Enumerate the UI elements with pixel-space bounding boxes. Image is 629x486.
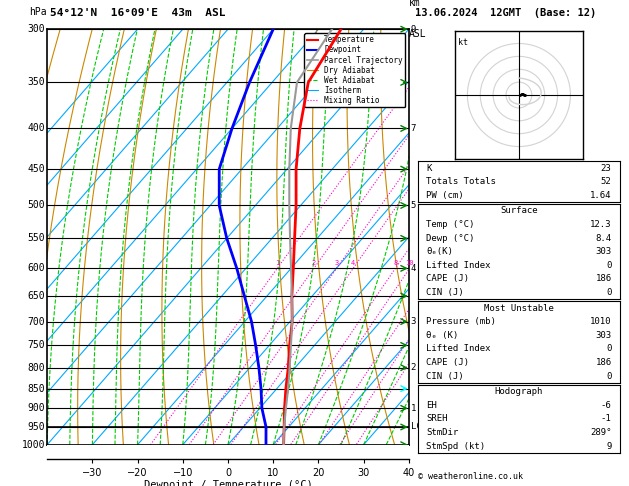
Text: 23: 23 <box>601 164 611 173</box>
Text: 13.06.2024  12GMT  (Base: 12): 13.06.2024 12GMT (Base: 12) <box>415 8 596 18</box>
Text: 4: 4 <box>351 260 355 266</box>
Text: 800: 800 <box>27 363 45 373</box>
Text: 450: 450 <box>27 164 45 174</box>
Text: Pressure (mb): Pressure (mb) <box>426 317 496 326</box>
Text: 2: 2 <box>411 363 416 372</box>
Text: 950: 950 <box>27 422 45 432</box>
Text: CAPE (J): CAPE (J) <box>426 275 469 283</box>
Text: EH: EH <box>426 401 437 410</box>
Text: 9: 9 <box>606 442 611 451</box>
Text: 550: 550 <box>27 233 45 243</box>
Text: 3: 3 <box>411 317 416 326</box>
Text: 900: 900 <box>27 403 45 413</box>
Text: 54°12'N  16°09'E  43m  ASL: 54°12'N 16°09'E 43m ASL <box>50 8 226 18</box>
Text: SREH: SREH <box>426 415 448 423</box>
X-axis label: Dewpoint / Temperature (°C): Dewpoint / Temperature (°C) <box>143 480 313 486</box>
Text: 0: 0 <box>606 288 611 297</box>
Text: kt: kt <box>459 38 469 47</box>
Text: K: K <box>426 164 431 173</box>
Text: © weatheronline.co.uk: © weatheronline.co.uk <box>418 472 523 481</box>
Text: 1000: 1000 <box>21 440 45 450</box>
Text: 700: 700 <box>27 316 45 327</box>
Text: 300: 300 <box>27 24 45 34</box>
Text: 186: 186 <box>596 358 611 367</box>
Text: 8.4: 8.4 <box>596 234 611 243</box>
Text: 12.3: 12.3 <box>590 220 611 229</box>
Text: 4: 4 <box>411 264 416 273</box>
Text: -1: -1 <box>601 415 611 423</box>
Text: Lifted Index: Lifted Index <box>426 345 491 353</box>
Text: Dewp (°C): Dewp (°C) <box>426 234 475 243</box>
Text: 0: 0 <box>606 372 611 381</box>
Text: km: km <box>409 0 421 8</box>
Text: 186: 186 <box>596 275 611 283</box>
Text: Lifted Index: Lifted Index <box>426 261 491 270</box>
Text: ASL: ASL <box>409 29 426 39</box>
Text: 10: 10 <box>405 260 414 266</box>
Text: θₑ (K): θₑ (K) <box>426 331 459 340</box>
Text: 650: 650 <box>27 291 45 301</box>
Text: 7: 7 <box>411 124 416 133</box>
Text: Surface: Surface <box>500 207 538 215</box>
Text: Temp (°C): Temp (°C) <box>426 220 475 229</box>
Text: CAPE (J): CAPE (J) <box>426 358 469 367</box>
Text: 600: 600 <box>27 263 45 274</box>
Text: CIN (J): CIN (J) <box>426 372 464 381</box>
Text: 0: 0 <box>606 261 611 270</box>
Text: 8: 8 <box>393 260 398 266</box>
Text: 850: 850 <box>27 383 45 394</box>
Text: 2: 2 <box>312 260 316 266</box>
Legend: Temperature, Dewpoint, Parcel Trajectory, Dry Adiabat, Wet Adiabat, Isotherm, Mi: Temperature, Dewpoint, Parcel Trajectory… <box>304 33 405 107</box>
Text: hPa: hPa <box>30 7 47 17</box>
Text: θₑ(K): θₑ(K) <box>426 247 454 256</box>
Text: Most Unstable: Most Unstable <box>484 304 554 312</box>
Text: 303: 303 <box>596 247 611 256</box>
Text: 400: 400 <box>27 123 45 134</box>
Text: 1: 1 <box>411 404 416 413</box>
Text: 303: 303 <box>596 331 611 340</box>
Text: 500: 500 <box>27 200 45 210</box>
Text: Totals Totals: Totals Totals <box>426 177 496 186</box>
Text: 750: 750 <box>27 340 45 350</box>
Text: 0: 0 <box>606 345 611 353</box>
Text: 9: 9 <box>411 25 416 34</box>
Text: Hodograph: Hodograph <box>495 387 543 396</box>
Text: 350: 350 <box>27 77 45 87</box>
Text: 289°: 289° <box>590 428 611 437</box>
Text: 52: 52 <box>601 177 611 186</box>
Text: LCL: LCL <box>411 422 426 432</box>
Text: 1: 1 <box>275 260 279 266</box>
Text: 1010: 1010 <box>590 317 611 326</box>
Text: PW (cm): PW (cm) <box>426 191 464 200</box>
Text: StmSpd (kt): StmSpd (kt) <box>426 442 486 451</box>
Text: 5: 5 <box>411 201 416 210</box>
Text: -6: -6 <box>601 401 611 410</box>
Text: CIN (J): CIN (J) <box>426 288 464 297</box>
Text: StmDir: StmDir <box>426 428 459 437</box>
Text: 3: 3 <box>335 260 338 266</box>
Text: 1.64: 1.64 <box>590 191 611 200</box>
